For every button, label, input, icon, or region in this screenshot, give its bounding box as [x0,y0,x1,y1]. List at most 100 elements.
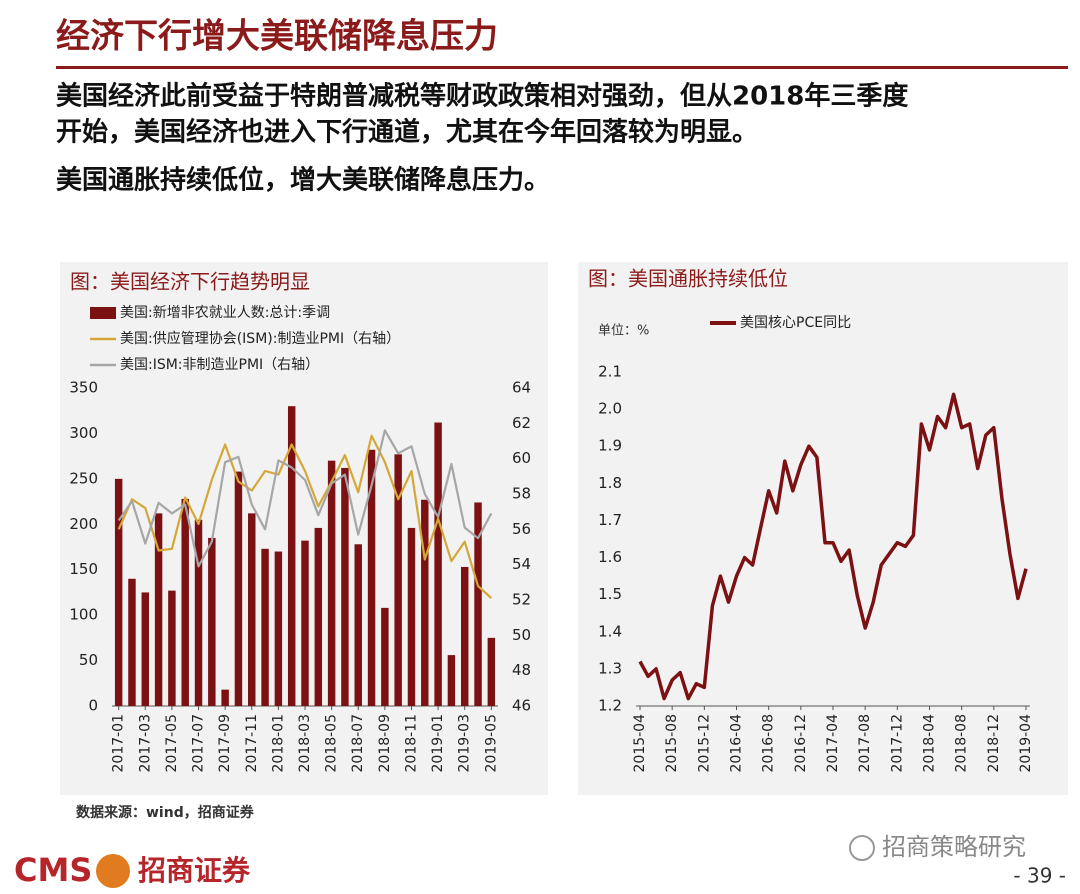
x-tick-label: 2017-01 [111,714,127,773]
source: 数据来源：wind，招商证券 [76,804,255,821]
line [638,392,1028,701]
title-rule [56,66,1068,69]
y2-tick-label: 58 [512,485,531,503]
x-tick-label: 2017-11 [244,714,260,773]
page-number: - 39 - [1013,864,1066,888]
bar [314,527,323,706]
x-tick-label: 2017-09 [217,714,233,773]
bar [168,590,176,706]
y-tick-label: 1.9 [598,437,622,455]
x-tick-label: 2018-07 [350,714,366,773]
x-tick-label: 2017-03 [137,714,153,773]
x-tick-label: 2018-09 [377,714,393,773]
bar [274,551,283,706]
legend-swatch [90,307,116,319]
x-tick-label: 2018-11 [403,714,419,773]
legend-label: 美国:新增非农就业人数:总计:季调 [120,305,330,321]
bar [447,655,456,706]
y2-tick-label: 64 [512,379,531,397]
bar [407,527,416,706]
x-tick-label: 2017-12 [889,714,905,773]
y-tick-label: 150 [69,560,98,578]
bar [487,637,496,706]
x-tick-label: 2015-08 [664,714,680,773]
x-tick-label: 2017-08 [857,714,873,773]
y-tick-label: 0 [88,697,98,715]
body-line: 美国经济此前受益于特朗普减税等财政政策相对强劲，但从2018年三季度 [56,81,908,112]
x-tick-label: 2016-04 [729,714,745,773]
bar [248,513,256,706]
bar [194,519,203,706]
bar [394,454,402,706]
x-tick-label: 2015-04 [632,714,648,773]
x-tick-label: 2017-04 [825,714,841,773]
y-tick-label: 300 [69,424,98,442]
bar [421,499,429,706]
x-tick-label: 2019-04 [1018,714,1034,773]
y2-tick-label: 48 [512,661,531,679]
x-tick-label: 2018-03 [297,714,313,773]
bar [234,471,243,706]
bar [341,467,349,706]
bar [128,578,136,706]
logo: CMS [14,851,92,889]
legend-label: 美国核心PCE同比 [740,315,851,331]
bar [208,537,216,706]
x-tick-label: 2019-03 [457,714,473,773]
bar [141,592,150,706]
y-tick-label: 1.3 [598,659,622,677]
y-tick-label: 1.2 [598,697,622,715]
x-tick-label: 2018-08 [954,714,970,773]
y-tick-label: 250 [69,469,98,487]
bar [154,513,163,706]
x-tick-label: 2019-01 [430,714,446,773]
y-tick-label: 1.6 [598,548,622,566]
y-tick-label: 100 [69,606,98,624]
y2-tick-label: 54 [512,555,531,573]
bar [474,502,482,706]
slide-title: 经济下行增大美联储降息压力 [56,17,498,57]
bar [460,566,469,706]
y-tick-label: 2.1 [598,363,622,381]
bar [367,449,376,706]
x-tick-label: 2019-05 [483,714,499,773]
y-tick-label: 1.4 [598,622,622,640]
bar [181,498,189,706]
x-tick-label: 2018-05 [324,714,340,773]
y-tick-label: 2.0 [598,400,622,418]
y2-tick-label: 46 [512,697,531,715]
body-line: 美国通胀持续低位，增大美联储降息压力。 [56,165,550,196]
x-tick-label: 2015-12 [696,714,712,773]
logo-icon [96,854,130,888]
bar [301,540,309,706]
y2-tick-label: 56 [512,520,531,538]
x-tick-label: 2016-12 [793,714,809,773]
y-tick-label: 350 [69,379,98,397]
x-tick-label: 2017-05 [164,714,180,773]
company: 招商证券 [138,854,251,887]
y2-tick-label: 50 [512,626,531,644]
x-tick-label: 2018-12 [986,714,1002,773]
y2-tick-label: 60 [512,449,531,467]
y2-tick-label: 62 [512,414,531,432]
x-tick-label: 2018-01 [270,714,286,773]
chart-title: 图：美国经济下行趋势明显 [70,270,310,294]
y-tick-label: 50 [79,651,98,669]
body-line: 开始，美国经济也进入下行通道，尤其在今年回落较为明显。 [56,117,758,148]
watermark: 招商策略研究 [882,833,1026,861]
y-tick-label: 1.5 [598,585,622,603]
bar [354,544,362,706]
bar [287,406,296,706]
wechat-icon [849,835,875,861]
bar [381,607,389,706]
x-tick-label: 2016-08 [761,714,777,773]
unit-label: 单位：% [598,324,649,339]
bar [434,422,442,706]
y-tick-label: 200 [69,515,98,533]
chart-title: 图：美国通胀持续低位 [588,267,788,291]
bar [221,689,229,706]
legend-label: 美国:供应管理协会(ISM):制造业PMI（右轴） [120,330,400,347]
y-tick-label: 1.8 [598,474,622,492]
bar [327,460,336,706]
